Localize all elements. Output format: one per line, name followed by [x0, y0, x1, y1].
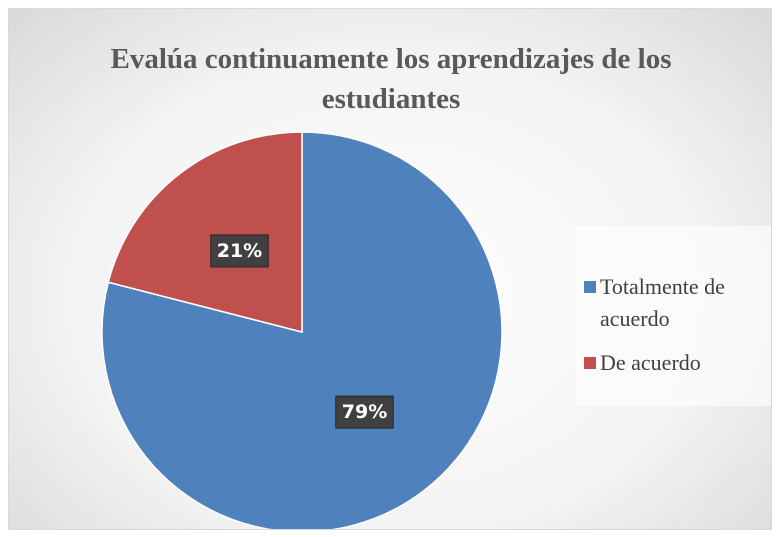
legend-label: Totalmente de acuerdo: [600, 274, 725, 331]
legend: Totalmente de acuerdo De acuerdo: [576, 226, 771, 406]
legend-item: Totalmente de acuerdo: [584, 271, 771, 335]
legend-label: De acuerdo: [600, 350, 701, 375]
data-label: 79%: [342, 401, 387, 423]
legend-swatch: [584, 281, 596, 293]
pie-slice: [107, 131, 303, 333]
chart-title: Evalúa continuamente los aprendizajes de…: [110, 43, 672, 115]
data-label-box: [335, 395, 394, 429]
data-label: 21%: [217, 240, 262, 262]
data-label-box: [210, 234, 269, 268]
legend-swatch: [584, 357, 596, 369]
pie-area: 79% 21%: [101, 131, 503, 529]
legend-item: De acuerdo: [584, 347, 771, 379]
chart: Evalúa continuamente los aprendizajes de…: [8, 8, 772, 530]
